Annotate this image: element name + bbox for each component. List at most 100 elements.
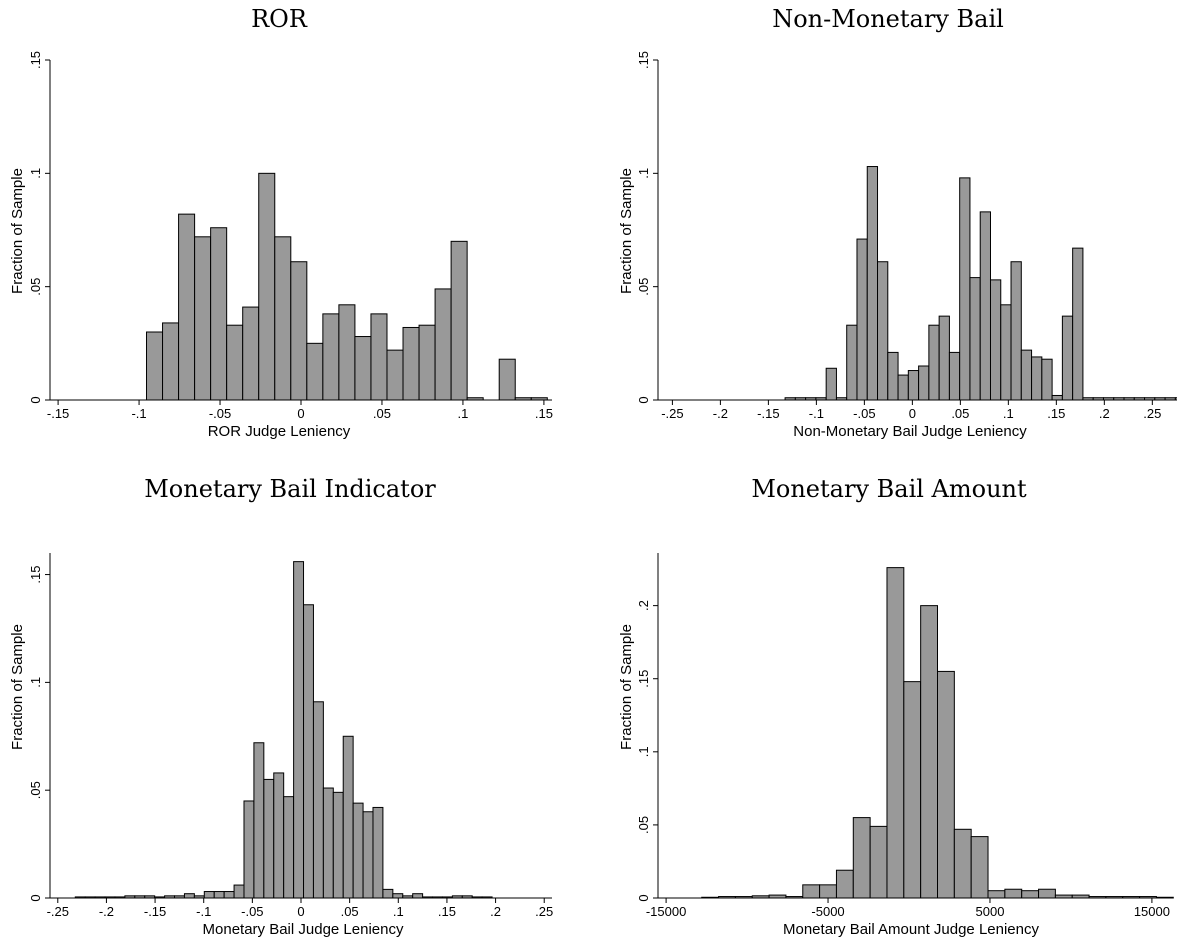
y-tick-label: 0 (636, 396, 651, 403)
x-tick-label: -.15 (757, 406, 779, 421)
histogram-bar (392, 893, 404, 899)
histogram-bar (802, 884, 821, 899)
histogram-bar (819, 884, 837, 899)
histogram-bar (1072, 247, 1084, 401)
histogram-bar (877, 261, 889, 401)
chart-title: ROR (251, 5, 308, 33)
x-tick-label: .1 (1003, 406, 1014, 421)
histogram-bar (825, 367, 837, 401)
x-tick-label: .15 (438, 904, 456, 919)
x-tick-label: .15 (535, 406, 553, 421)
histogram-bar (258, 172, 276, 401)
x-tick-label: -5000 (811, 904, 844, 919)
histogram-bar (866, 166, 879, 401)
histogram-bar (920, 605, 938, 899)
histogram-bar (852, 817, 871, 899)
histogram-bar (290, 261, 308, 401)
histogram-bar (223, 891, 235, 899)
x-tick-label: -.1 (131, 406, 146, 421)
y-axis-label: Fraction of Sample (9, 168, 26, 294)
x-tick-label: .1 (458, 406, 469, 421)
histogram-bar (1038, 888, 1056, 899)
y-tick-label: .15 (28, 566, 43, 584)
histogram-bar (263, 778, 275, 899)
x-tick-label: -.05 (241, 904, 263, 919)
x-axis-label: Monetary Bail Amount Judge Leniency (783, 921, 1039, 938)
histogram-bar (402, 326, 420, 401)
y-tick-label: .15 (636, 670, 651, 688)
y-tick-label: .15 (636, 51, 651, 69)
histogram-bar (274, 236, 292, 401)
histogram-bar (178, 213, 196, 401)
y-tick-label: 0 (28, 894, 43, 901)
x-axis-label: Monetary Bail Judge Leniency (203, 921, 404, 938)
y-axis-label: Fraction of Sample (9, 624, 26, 750)
histogram-bar (283, 796, 295, 899)
bars (701, 567, 1174, 899)
x-tick-label: -.25 (47, 904, 69, 919)
histogram-bar (938, 315, 950, 401)
histogram-bar (1020, 349, 1033, 401)
x-tick-label: .05 (951, 406, 969, 421)
histogram-bar (372, 806, 384, 899)
histogram-bar (856, 238, 868, 401)
histogram-bar (1031, 356, 1043, 401)
histogram-bar (1010, 261, 1022, 401)
histogram-bar (835, 869, 854, 899)
x-tick-label: .2 (1099, 406, 1110, 421)
x-tick-label: -.15 (47, 406, 69, 421)
y-tick-label: .05 (636, 278, 651, 296)
histogram-bar (434, 288, 452, 401)
y-axis-label: Fraction of Sample (618, 168, 635, 294)
histogram-bar (928, 324, 940, 401)
x-tick-label: -.1 (196, 904, 211, 919)
y-tick-label: 0 (636, 894, 651, 901)
histogram-bar (450, 240, 468, 401)
histogram-bar (183, 893, 195, 899)
histogram-bar (303, 604, 314, 899)
panel-monetary-bail-indicator: Monetary Bail Indicator Monetary Bail Ju… (9, 475, 553, 938)
x-tick-label: .05 (341, 904, 359, 919)
x-tick-label: -15000 (646, 904, 686, 919)
histogram-bar (948, 351, 961, 401)
histogram-bar (959, 177, 971, 401)
histogram-bar (1051, 394, 1063, 401)
x-tick-label: 0 (297, 904, 304, 919)
x-axis-label: Non-Monetary Bail Judge Leniency (793, 423, 1027, 440)
histogram-bar (418, 324, 436, 401)
histogram-bar (970, 836, 989, 899)
histogram-bar (886, 567, 905, 899)
histogram-bar (194, 236, 212, 401)
panel-ror: ROR ROR Judge Leniency Fraction of Sampl… (9, 5, 553, 440)
histogram-bar (322, 313, 340, 401)
histogram-bar (273, 772, 285, 899)
x-tick-label: -.1 (809, 406, 824, 421)
histogram-bar (918, 365, 930, 401)
histogram-bar (987, 890, 1006, 899)
histogram-bar (338, 304, 356, 401)
bars (146, 172, 548, 401)
histogram-bar (352, 802, 364, 899)
chart-title: Monetary Bail Indicator (144, 475, 436, 503)
histogram-bar (1021, 890, 1040, 899)
histogram-bar (370, 313, 388, 401)
x-tick-label: -.15 (144, 904, 166, 919)
x-tick-label: .25 (535, 904, 553, 919)
x-tick-label: 0 (297, 406, 304, 421)
histogram-bar (312, 701, 324, 899)
histogram-bar (979, 211, 991, 401)
y-tick-label: .1 (636, 168, 651, 179)
histogram-bar (243, 800, 255, 899)
axes: -15000 -5000 5000 15000 0 .05 .1 .15 .2 (636, 553, 1170, 919)
panel-monetary-bail-amount: Monetary Bail Amount Monetary Bail Amoun… (618, 475, 1174, 938)
x-tick-label: .1 (393, 904, 404, 919)
histogram-bar (1000, 304, 1012, 401)
histogram-bar (306, 342, 324, 401)
y-tick-label: .15 (28, 51, 43, 69)
histogram-bar (146, 331, 164, 401)
axes: -.25 -.2 -.15 -.1 -.05 0 .05 .1 .15 .2 .25 0 .05 .1 .1… (28, 553, 553, 919)
histogram-bar (213, 891, 225, 899)
chart-title: Monetary Bail Amount (751, 475, 1027, 503)
panel-non-monetary-bail: Non-Monetary Bail Non-Monetary Bail Judg… (618, 5, 1177, 440)
